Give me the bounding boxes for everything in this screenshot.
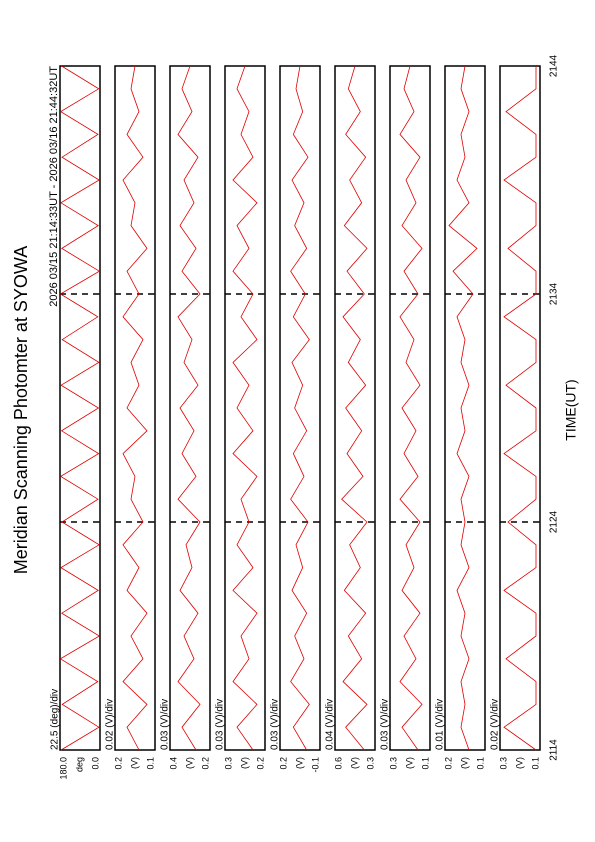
y-tick-label: -0.1 xyxy=(310,757,320,773)
y-unit: (V) xyxy=(349,757,359,769)
scale-label: 22.5 (deg)/div xyxy=(50,689,61,750)
scale-label: 0.01 (V)/div xyxy=(435,699,446,750)
y-unit: (V) xyxy=(459,757,469,769)
scale-label: 0.03 (V)/div xyxy=(380,699,391,750)
chart-subtitle: 2026 03/15 21:14:33UT - 2026 03/16 21:44… xyxy=(48,66,60,307)
y-tick-label: 0.1 xyxy=(420,757,430,770)
y-tick-label: 0.0 xyxy=(90,757,100,770)
x-tick-label: 2144 xyxy=(549,54,560,77)
scale-label: 0.03 (V)/div xyxy=(270,699,281,750)
y-tick-label: 0.1 xyxy=(475,757,485,770)
y-tick-label: 0.3 xyxy=(388,757,398,770)
y-tick-label: 0.2 xyxy=(113,757,123,770)
trace xyxy=(448,65,478,751)
chart-title: Meridian Scanning Photomter at SYOWA xyxy=(11,246,31,574)
x-tick-label: 2114 xyxy=(549,739,560,761)
trace xyxy=(399,65,423,751)
y-tick-label: 0.3 xyxy=(498,757,508,770)
y-unit: (V) xyxy=(184,757,194,769)
panel-frame xyxy=(114,65,156,751)
panel-frame xyxy=(59,65,101,751)
y-unit: (V) xyxy=(239,757,249,769)
scale-label: 0.03 (V)/div xyxy=(215,699,226,750)
trace xyxy=(503,66,537,751)
y-tick-label: 0.4 xyxy=(168,757,178,770)
trace xyxy=(232,65,258,751)
scale-label: 0.03 (V)/div xyxy=(160,699,171,750)
y-tick-label: 0.2 xyxy=(443,757,453,770)
scale-label: 0.04 (V)/div xyxy=(325,699,336,750)
scale-label: 0.02 (V)/div xyxy=(490,699,501,750)
trace xyxy=(177,65,201,751)
y-unit: (V) xyxy=(514,757,524,769)
y-tick-label: 0.3 xyxy=(365,757,375,770)
y-tick-label: 0.2 xyxy=(255,757,265,770)
panel-frame xyxy=(499,65,541,751)
y-tick-label: 0.1 xyxy=(145,757,155,770)
y-tick-label: 180.0 xyxy=(58,757,68,780)
panel-frame xyxy=(169,65,211,751)
y-tick-label: 0.2 xyxy=(200,757,210,770)
y-tick-label: 0.6 xyxy=(333,757,343,770)
y-unit: (V) xyxy=(129,757,139,769)
trace xyxy=(59,65,101,751)
scale-label: 0.02 (V)/div xyxy=(105,699,116,750)
y-tick-label: 0.1 xyxy=(530,757,540,770)
y-tick-label: 0.3 xyxy=(223,757,233,770)
y-unit: (V) xyxy=(404,757,414,769)
y-unit: (V) xyxy=(294,757,304,769)
y-unit: deg xyxy=(74,757,84,772)
trace xyxy=(122,65,148,751)
y-tick-label: 0.2 xyxy=(278,757,288,770)
trace xyxy=(341,65,368,751)
x-tick-label: 2134 xyxy=(549,282,560,305)
trace xyxy=(290,65,310,751)
x-tick-label: 2124 xyxy=(549,510,560,533)
x-axis-label: TIME(UT) xyxy=(563,379,579,440)
